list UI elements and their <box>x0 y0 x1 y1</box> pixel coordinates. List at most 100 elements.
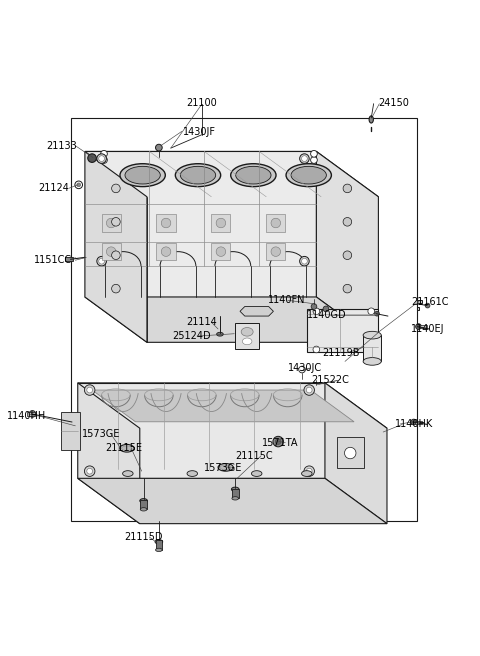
Circle shape <box>343 284 352 293</box>
Circle shape <box>313 346 320 353</box>
Circle shape <box>276 439 281 445</box>
Circle shape <box>304 466 314 476</box>
Bar <box>156 541 162 550</box>
Circle shape <box>112 284 120 293</box>
Text: 21115C: 21115C <box>235 451 273 461</box>
Text: 21119B: 21119B <box>322 348 360 358</box>
Circle shape <box>323 306 329 312</box>
Circle shape <box>75 181 83 189</box>
Ellipse shape <box>122 471 133 476</box>
Bar <box>71 118 417 522</box>
Circle shape <box>156 144 162 151</box>
Ellipse shape <box>286 164 331 186</box>
Circle shape <box>311 150 317 157</box>
Bar <box>156 215 176 232</box>
Ellipse shape <box>121 446 132 451</box>
Text: 21114: 21114 <box>187 318 217 327</box>
Circle shape <box>343 184 352 193</box>
Ellipse shape <box>140 499 147 503</box>
Circle shape <box>411 419 417 425</box>
Circle shape <box>101 157 108 163</box>
Circle shape <box>301 155 307 161</box>
Ellipse shape <box>363 358 381 365</box>
Circle shape <box>99 258 105 264</box>
Circle shape <box>311 304 317 310</box>
Polygon shape <box>78 383 325 478</box>
Ellipse shape <box>363 331 381 339</box>
Polygon shape <box>85 152 147 342</box>
Polygon shape <box>316 152 378 342</box>
Text: 21100: 21100 <box>186 98 217 108</box>
Circle shape <box>84 466 95 476</box>
Ellipse shape <box>220 465 231 470</box>
Circle shape <box>112 184 120 193</box>
Circle shape <box>77 183 81 187</box>
Polygon shape <box>235 323 259 350</box>
Bar <box>102 215 120 232</box>
Ellipse shape <box>232 497 239 500</box>
Polygon shape <box>307 309 378 352</box>
Ellipse shape <box>236 167 271 184</box>
Ellipse shape <box>140 508 147 511</box>
Circle shape <box>300 256 309 266</box>
Ellipse shape <box>216 333 223 336</box>
Circle shape <box>304 385 314 396</box>
Ellipse shape <box>155 540 163 544</box>
Text: 21522C: 21522C <box>312 375 349 386</box>
Circle shape <box>306 468 312 474</box>
Bar <box>27 412 35 416</box>
Circle shape <box>161 247 171 256</box>
Circle shape <box>97 154 107 163</box>
Circle shape <box>343 251 352 260</box>
Text: 1140HK: 1140HK <box>395 419 433 430</box>
Circle shape <box>374 312 379 316</box>
Bar <box>232 489 239 499</box>
Circle shape <box>161 218 171 228</box>
Circle shape <box>216 218 226 228</box>
Circle shape <box>271 247 281 256</box>
Text: 21124: 21124 <box>38 183 70 193</box>
Circle shape <box>84 385 95 396</box>
Bar <box>140 500 147 509</box>
Ellipse shape <box>120 164 165 186</box>
Ellipse shape <box>252 471 262 476</box>
Circle shape <box>273 436 283 447</box>
Circle shape <box>368 308 374 315</box>
Polygon shape <box>325 383 387 523</box>
Bar <box>211 243 230 260</box>
Circle shape <box>88 154 96 163</box>
Circle shape <box>306 387 312 393</box>
Circle shape <box>313 308 320 315</box>
Bar <box>266 215 285 232</box>
Bar <box>211 215 230 232</box>
Ellipse shape <box>241 327 253 336</box>
Polygon shape <box>85 152 316 297</box>
Text: 1151CC: 1151CC <box>34 255 72 265</box>
Bar <box>420 325 427 329</box>
Circle shape <box>345 447 356 459</box>
Text: 1430JC: 1430JC <box>288 363 322 373</box>
Polygon shape <box>78 383 140 523</box>
Circle shape <box>87 387 93 393</box>
Ellipse shape <box>231 164 276 186</box>
Polygon shape <box>78 478 387 523</box>
Ellipse shape <box>218 464 233 471</box>
Circle shape <box>313 382 319 388</box>
Text: 21115E: 21115E <box>106 443 143 453</box>
Circle shape <box>416 323 421 329</box>
Bar <box>61 411 80 450</box>
Polygon shape <box>417 300 422 310</box>
Circle shape <box>112 251 120 260</box>
Text: 25124D: 25124D <box>172 331 211 341</box>
Text: 1571TA: 1571TA <box>262 438 298 447</box>
Circle shape <box>271 218 281 228</box>
Text: 1140HH: 1140HH <box>7 411 47 421</box>
Ellipse shape <box>180 167 216 184</box>
Ellipse shape <box>187 471 198 476</box>
Circle shape <box>29 411 36 417</box>
Circle shape <box>216 247 226 256</box>
Text: 1573GE: 1573GE <box>82 430 120 440</box>
Polygon shape <box>240 306 274 316</box>
Text: 1140GD: 1140GD <box>307 310 347 320</box>
Circle shape <box>99 155 105 161</box>
